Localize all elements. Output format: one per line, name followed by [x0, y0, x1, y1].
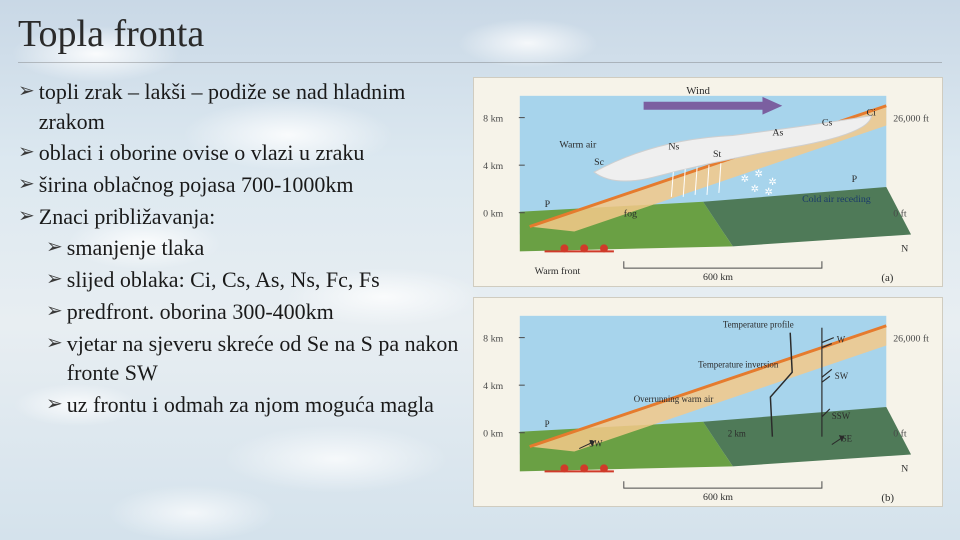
svg-text:SE: SE [842, 434, 852, 444]
svg-text:✲: ✲ [741, 174, 749, 185]
bullet-item: ➢ topli zrak – lakši – podiže se nad hla… [18, 77, 465, 136]
bullet-arrow-icon: ➢ [18, 202, 35, 230]
bullet-arrow-icon: ➢ [46, 297, 63, 325]
diagram-column: ✲✲✲ ✲✲ Wind 8 km 4 km 0 km [473, 77, 943, 528]
svg-text:600 km: 600 km [703, 272, 733, 283]
svg-text:0 ft: 0 ft [893, 429, 907, 440]
svg-text:P: P [545, 199, 551, 210]
bullet-arrow-icon: ➢ [46, 233, 63, 261]
sub-bullet-item: ➢ smanjenje tlaka [46, 233, 465, 263]
svg-text:0 ft: 0 ft [893, 209, 907, 220]
content-area: ➢ topli zrak – lakši – podiže se nad hla… [18, 77, 942, 528]
svg-text:✲: ✲ [755, 169, 763, 180]
svg-text:(a): (a) [881, 272, 893, 284]
svg-text:SW: SW [835, 371, 849, 381]
svg-text:N: N [901, 243, 908, 254]
svg-text:Warm front: Warm front [535, 266, 581, 277]
warm-front-diagram-a: ✲✲✲ ✲✲ Wind 8 km 4 km 0 km [474, 78, 942, 286]
svg-text:Sc: Sc [594, 157, 605, 168]
svg-text:fog: fog [624, 209, 637, 220]
sub-bullet-list: ➢ smanjenje tlaka ➢ slijed oblaka: Ci, C… [18, 233, 465, 419]
bullet-arrow-icon: ➢ [18, 170, 35, 198]
svg-text:N: N [901, 463, 908, 474]
bullet-text: smanjenje tlaka [67, 233, 465, 263]
sub-bullet-item: ➢ slijed oblaka: Ci, Cs, As, Ns, Fc, Fs [46, 265, 465, 295]
bullet-arrow-icon: ➢ [46, 390, 63, 418]
svg-text:Temperature profile: Temperature profile [723, 320, 794, 330]
bullet-item: ➢ Znaci približavanja: [18, 202, 465, 232]
warm-front-diagram-b: W SW SSW 8 km 4 km 0 km 26,000 ft [474, 298, 942, 506]
slide-title: Topla fronta [18, 12, 942, 63]
svg-text:P: P [545, 419, 550, 429]
svg-text:Ns: Ns [668, 141, 679, 152]
svg-text:4 km: 4 km [483, 381, 503, 392]
text-column: ➢ topli zrak – lakši – podiže se nad hla… [18, 77, 473, 528]
svg-text:26,000 ft: 26,000 ft [893, 334, 929, 345]
svg-text:✲: ✲ [751, 184, 759, 195]
bullet-text: topli zrak – lakši – podiže se nad hladn… [39, 77, 465, 136]
bullet-text: predfront. oborina 300-400km [67, 297, 465, 327]
svg-text:Overrunning warm air: Overrunning warm air [634, 394, 714, 404]
svg-text:8 km: 8 km [483, 334, 503, 345]
bullet-arrow-icon: ➢ [46, 265, 63, 293]
svg-text:As: As [772, 127, 783, 138]
svg-text:✲: ✲ [764, 187, 772, 198]
svg-text:Ci: Ci [866, 108, 876, 119]
bullet-item: ➢ širina oblačnog pojasa 700-1000km [18, 170, 465, 200]
svg-text:26,000 ft: 26,000 ft [893, 114, 929, 125]
svg-text:600 km: 600 km [703, 492, 733, 503]
bullet-text: oblaci i oborine ovise o vlazi u zraku [39, 138, 465, 168]
svg-text:Temperature inversion: Temperature inversion [698, 359, 779, 369]
svg-text:Warm air: Warm air [559, 139, 597, 150]
svg-text:St: St [713, 149, 722, 160]
svg-text:Cs: Cs [822, 118, 833, 129]
bullet-text: uz frontu i odmah za njom moguća magla [67, 390, 465, 420]
diagram-panel-b: W SW SSW 8 km 4 km 0 km 26,000 ft [473, 297, 943, 507]
bullet-text: vjetar na sjeveru skreće od Se na S pa n… [67, 329, 465, 388]
bullet-text: slijed oblaka: Ci, Cs, As, Ns, Fc, Fs [67, 265, 465, 295]
sub-bullet-item: ➢ predfront. oborina 300-400km [46, 297, 465, 327]
svg-text:4 km: 4 km [483, 161, 503, 172]
slide: Topla fronta ➢ topli zrak – lakši – podi… [0, 0, 960, 540]
svg-text:SSW: SSW [832, 411, 851, 421]
svg-text:0 km: 0 km [483, 429, 503, 440]
sub-bullet-item: ➢ uz frontu i odmah za njom moguća magla [46, 390, 465, 420]
diagram-panel-a: ✲✲✲ ✲✲ Wind 8 km 4 km 0 km [473, 77, 943, 287]
svg-text:P: P [852, 174, 858, 185]
bullet-arrow-icon: ➢ [18, 138, 35, 166]
svg-text:0 km: 0 km [483, 209, 503, 220]
svg-text:Wind: Wind [686, 85, 710, 97]
svg-text:2 km: 2 km [728, 429, 746, 439]
bullet-arrow-icon: ➢ [46, 329, 63, 357]
sub-bullet-item: ➢ vjetar na sjeveru skreće od Se na S pa… [46, 329, 465, 388]
svg-text:W: W [837, 335, 846, 345]
bullet-text: Znaci približavanja: [39, 202, 465, 232]
svg-text:(b): (b) [881, 492, 894, 504]
bullet-text: širina oblačnog pojasa 700-1000km [39, 170, 465, 200]
bullet-item: ➢ oblaci i oborine ovise o vlazi u zraku [18, 138, 465, 168]
bullet-arrow-icon: ➢ [18, 77, 35, 105]
svg-text:Cold air receding: Cold air receding [802, 194, 871, 205]
svg-text:8 km: 8 km [483, 114, 503, 125]
